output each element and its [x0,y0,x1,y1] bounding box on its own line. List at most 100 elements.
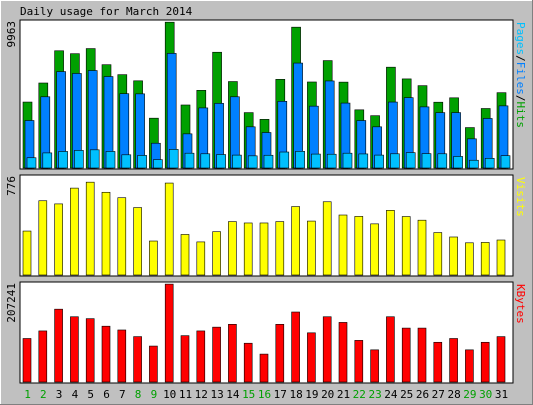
day-label-28: 28 [447,388,460,401]
visits-bar-day-6 [101,191,111,276]
visits-bar-day-10 [164,182,174,276]
day-label-21: 21 [337,388,350,401]
visits-bar-day-4 [70,187,79,276]
legend-hits: Hits [514,102,527,129]
y-max-label-kbytes: 207241 [5,283,18,323]
day-label-10: 10 [163,388,176,401]
pages-bar-day-5 [89,149,100,169]
visits-bar-day-25 [401,216,411,276]
day-label-18: 18 [289,388,302,401]
day-label-20: 20 [321,388,334,401]
pages-bar-day-18 [295,150,305,169]
pages-bar-day-30 [484,158,495,169]
pages-bar-day-25 [405,152,416,169]
kbytes-bar-day-31 [496,336,506,383]
pages-bar-day-7 [121,154,132,169]
day-label-2: 2 [40,388,47,401]
visits-bar-day-21 [338,214,348,276]
visits-bar-day-15 [243,222,253,276]
kbytes-bar-day-17 [275,324,285,383]
day-label-19: 19 [305,388,318,401]
pages-bar-day-26 [421,153,432,169]
visits-bar-day-17 [275,221,285,276]
visits-bar-day-8 [133,207,142,276]
day-label-8: 8 [135,388,142,401]
visits-bar-day-7 [117,197,127,276]
kbytes-bar-day-18 [291,311,300,383]
kbytes-bar-day-1 [22,338,32,383]
day-label-29: 29 [463,388,476,401]
pages-bar-day-11 [184,152,195,169]
visits-bar-day-9 [149,240,158,276]
day-label-26: 26 [416,388,429,401]
day-label-5: 5 [87,388,94,401]
legend-separator-1: / [514,55,527,62]
visits-bar-day-2 [38,200,48,276]
visits-bar-day-3 [54,203,63,276]
visits-bar-day-27 [433,232,443,276]
chart-title: Daily usage for March 2014 [20,5,193,18]
kbytes-bar-day-6 [101,325,111,383]
pages-bar-day-12 [200,153,211,169]
kbytes-bar-day-24 [386,316,395,383]
day-label-6: 6 [103,388,110,401]
visits-bar-day-28 [449,236,458,276]
legend-kbytes: KBytes [514,284,527,324]
day-label-27: 27 [432,388,445,401]
day-label-23: 23 [368,388,381,401]
visits-bar-day-19 [307,220,316,276]
day-label-7: 7 [119,388,126,401]
kbytes-bar-day-28 [449,338,458,383]
pages-bar-day-15 [247,155,258,169]
kbytes-bar-day-22 [354,340,364,383]
visits-bar-day-5 [85,181,95,276]
day-label-14: 14 [226,388,240,401]
legend-separator-2: / [514,95,527,102]
pages-bar-day-17 [279,151,290,169]
visits-bar-day-12 [196,241,206,276]
visits-bar-day-22 [354,216,364,276]
visits-bar-day-26 [417,219,427,276]
kbytes-bar-day-13 [212,326,221,383]
pages-bar-day-3 [58,151,68,169]
kbytes-bar-day-26 [417,327,427,383]
day-label-30: 30 [479,388,492,401]
visits-bar-day-31 [496,239,506,276]
kbytes-bar-day-16 [259,353,269,383]
day-label-11: 11 [179,388,192,401]
y-max-label-hits: 9963 [5,21,18,48]
visits-bar-day-13 [212,231,221,276]
kbytes-bar-day-15 [243,342,253,383]
visits-bar-day-16 [259,222,269,276]
pages-bar-day-28 [453,156,463,169]
kbytes-bar-day-5 [85,318,95,383]
visits-bar-day-1 [22,230,32,276]
kbytes-bar-day-10 [164,283,174,383]
pages-bar-day-29 [469,159,479,169]
pages-bar-day-4 [74,150,84,169]
pages-bar-day-16 [263,154,274,169]
pages-bar-day-31 [500,155,511,169]
kbytes-bar-day-27 [433,341,443,383]
pages-bar-day-6 [105,151,116,169]
day-label-25: 25 [400,388,413,401]
chart-marks [22,21,511,383]
day-label-31: 31 [495,388,508,401]
day-label-24: 24 [384,388,398,401]
kbytes-bar-day-2 [38,330,48,383]
x-axis-day-labels: 1 2 3 4 5 6 7 8 9 10 11 12 13 14 15 16 17 18 19 20 21 22 23 24 2… [24,388,508,401]
day-label-12: 12 [195,388,208,401]
kbytes-bar-day-23 [370,349,379,383]
pages-bar-day-13 [216,154,226,169]
visits-bar-day-20 [322,201,332,276]
visits-bar-day-30 [480,242,490,276]
day-label-1: 1 [24,388,31,401]
pages-bar-day-2 [42,152,53,169]
pages-bar-day-22 [358,153,369,169]
visits-bar-day-11 [180,234,190,276]
kbytes-bar-day-14 [228,324,237,383]
kbytes-bar-day-11 [180,335,190,383]
kbytes-bar-day-3 [54,308,63,383]
day-label-3: 3 [56,388,63,401]
